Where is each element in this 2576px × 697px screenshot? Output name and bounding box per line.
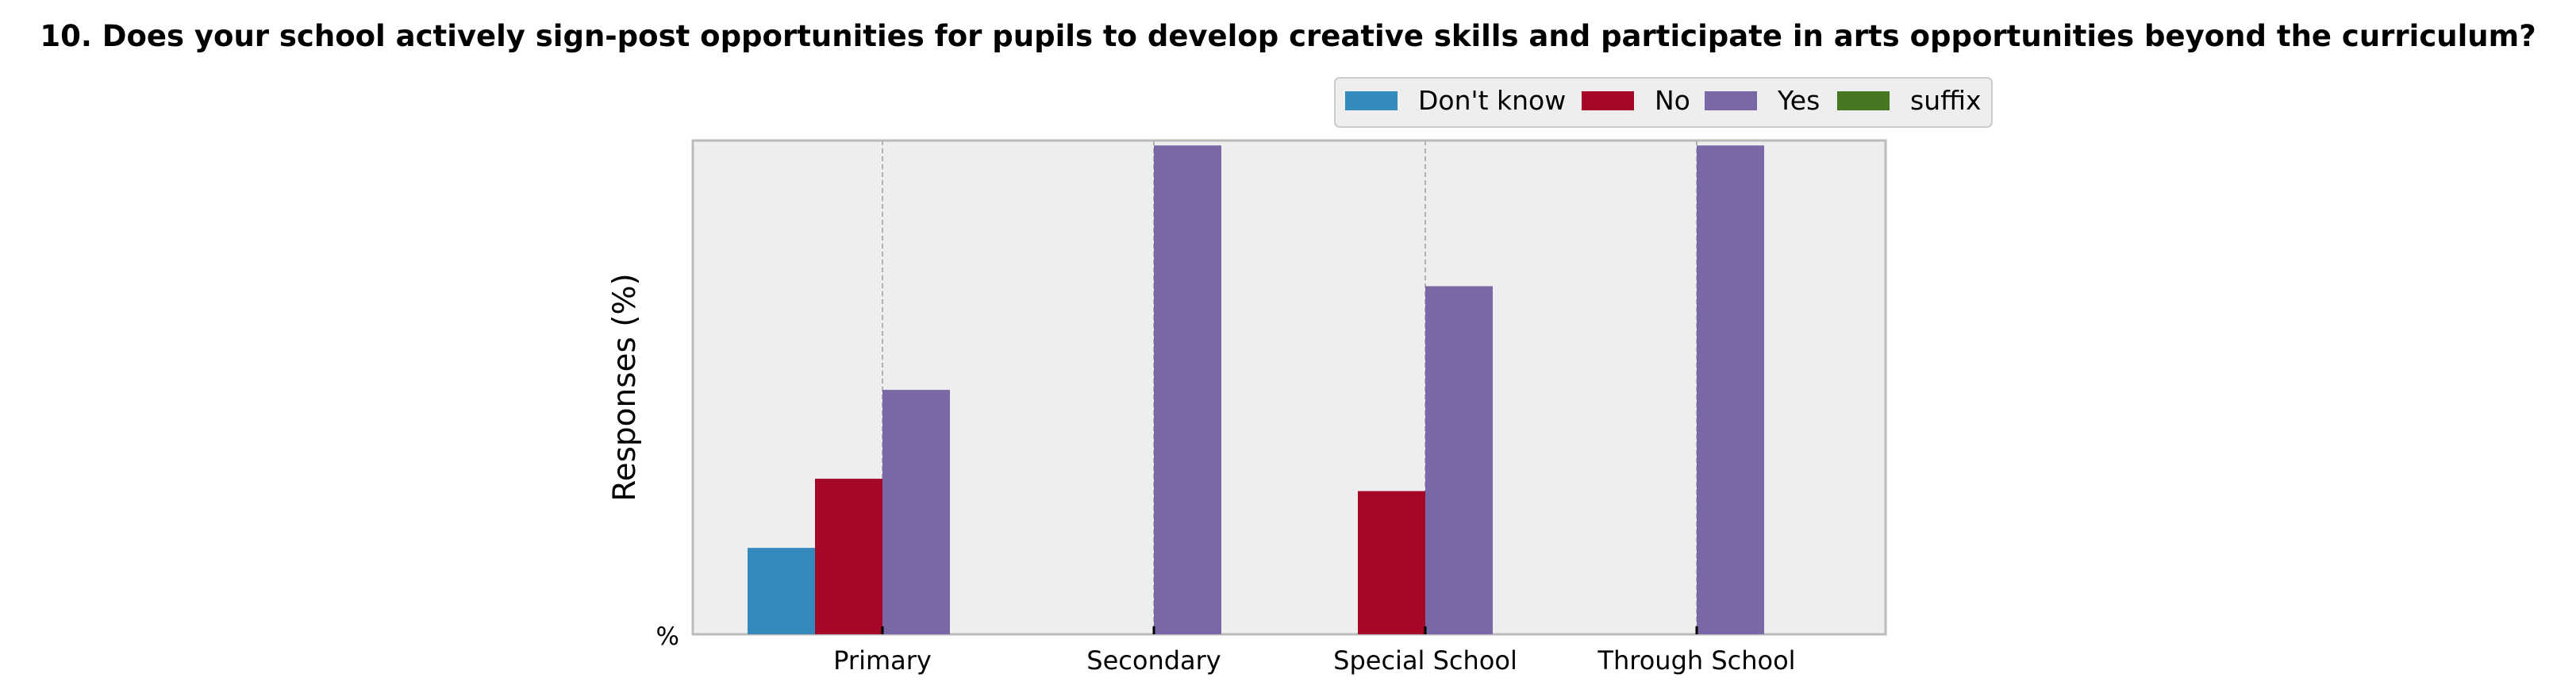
x-ticks <box>881 626 1698 634</box>
legend-swatch <box>1345 91 1398 110</box>
legend-swatch <box>1582 91 1634 110</box>
x-tick-label: Secondary <box>1086 645 1221 676</box>
bar <box>1425 286 1493 634</box>
y-axis-label: Responses (%) <box>607 273 643 502</box>
bar <box>882 390 950 634</box>
x-tick-labels: Primary Secondary Special School Through Sc… <box>833 645 1795 676</box>
chart-title: 10. Does your school actively sign-post … <box>40 19 2536 53</box>
legend-label: suffix <box>1910 85 1982 116</box>
legend-items: Don't know No Yes suffix <box>1345 85 1982 116</box>
bar <box>1697 145 1764 635</box>
bars <box>748 145 1764 635</box>
bar <box>815 479 882 634</box>
legend-label: Yes <box>1777 85 1820 116</box>
x-tick-label: Through School <box>1597 645 1795 676</box>
bar <box>1358 491 1425 634</box>
bar <box>748 548 815 634</box>
x-tick-label: Special School <box>1333 645 1517 676</box>
legend-swatch <box>1837 91 1890 110</box>
y-tick-label: % <box>656 622 679 651</box>
x-tick-label: Primary <box>833 645 932 676</box>
bar <box>1154 145 1221 635</box>
legend-swatch <box>1705 91 1757 110</box>
legend-box <box>1334 77 1993 128</box>
legend-label: No <box>1655 85 1690 116</box>
legend: Don't know No Yes suffix <box>1334 77 1993 128</box>
legend-label: Don't know <box>1418 85 1566 116</box>
